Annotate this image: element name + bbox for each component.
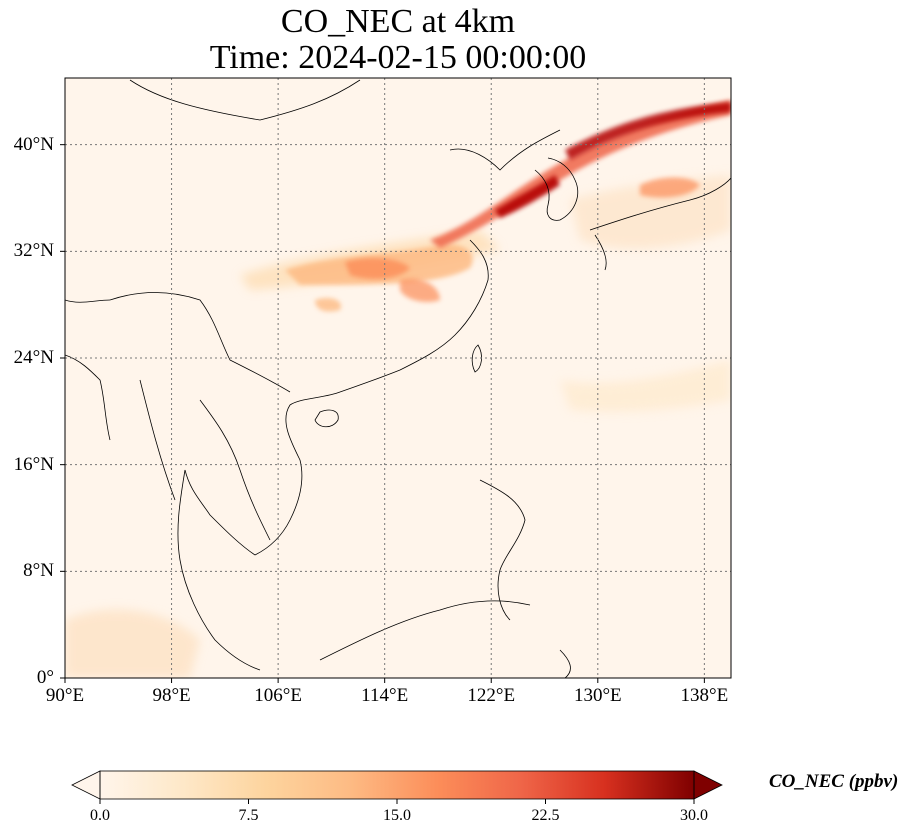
title-time: Time: 2024-02-15 00:00:00 xyxy=(209,39,587,76)
plume-medium xyxy=(345,258,410,280)
coastlines xyxy=(65,79,731,678)
coastline-kyushu xyxy=(594,234,607,271)
lat-tick-label: 24°N xyxy=(13,347,54,368)
lat-tick-label: 32°N xyxy=(13,240,54,262)
border-yunnan xyxy=(109,292,291,393)
lon-tick-label: 130°E xyxy=(573,685,622,706)
border-mongolia xyxy=(129,79,361,121)
plume-faint xyxy=(65,609,200,678)
border-india xyxy=(65,299,111,303)
plume-layer xyxy=(65,100,731,678)
coastline-hainan xyxy=(314,409,339,428)
coastline-borneo xyxy=(319,600,531,661)
colorbar-tick-label: 0.0 xyxy=(90,807,110,824)
border-thailand xyxy=(139,379,176,501)
border-laos xyxy=(199,399,271,541)
gridlines xyxy=(65,78,731,678)
lat-tick-label: 40°N xyxy=(13,133,54,155)
lon-tick-label: 138°E xyxy=(680,685,729,706)
lon-tick-label: 90°E xyxy=(45,685,85,706)
concentration-field xyxy=(65,78,731,678)
colorbar-ticks xyxy=(99,799,695,804)
map-frame xyxy=(64,77,732,679)
lat-tick-label: 16°N xyxy=(13,453,54,475)
colorbar-extend-min xyxy=(71,770,101,800)
coastline-taiwan xyxy=(471,344,482,373)
plume-medium xyxy=(400,278,440,302)
plume-core xyxy=(565,102,731,160)
colorbar-tick-label: 15.0 xyxy=(383,807,411,824)
lon-tick-label: 98°E xyxy=(152,685,191,706)
tick-marks xyxy=(60,144,705,683)
lat-tick-label: 0° xyxy=(36,667,54,688)
coastline-korea xyxy=(534,157,579,221)
coastline-vietnam xyxy=(254,391,341,556)
lon-tick-label: 106°E xyxy=(254,685,302,706)
lat-tick-label: 8°N xyxy=(23,560,54,582)
coastline-malay xyxy=(177,469,261,671)
coastline-china xyxy=(339,239,489,393)
lon-tick-label: 122°E xyxy=(467,685,516,706)
plume-medium xyxy=(315,298,341,312)
colorbar-extend-max xyxy=(693,770,723,800)
coastline-japan xyxy=(589,177,731,231)
colorbar-gradient xyxy=(100,771,694,799)
coastline-philippines xyxy=(479,479,526,621)
plume-faint xyxy=(570,175,731,249)
title-variable: CO_NEC at 4km xyxy=(280,3,516,40)
colorbar-tick-label: 7.5 xyxy=(238,807,259,824)
colorbar-label: CO_NEC (ppbv) xyxy=(769,771,899,792)
coastline-bohai xyxy=(449,129,561,171)
colorbar-tick-label: 30.0 xyxy=(680,807,708,824)
coastline-gulf-thailand xyxy=(184,469,256,556)
plume-faint xyxy=(560,360,731,412)
coastline-myanmar xyxy=(65,354,111,441)
colorbar xyxy=(71,770,723,804)
colorbar-tick-label: 22.5 xyxy=(531,807,560,824)
coastline-sulawesi xyxy=(559,649,571,678)
plume-core xyxy=(495,175,560,218)
lon-tick-label: 114°E xyxy=(361,685,409,706)
plume-medium xyxy=(640,177,700,198)
